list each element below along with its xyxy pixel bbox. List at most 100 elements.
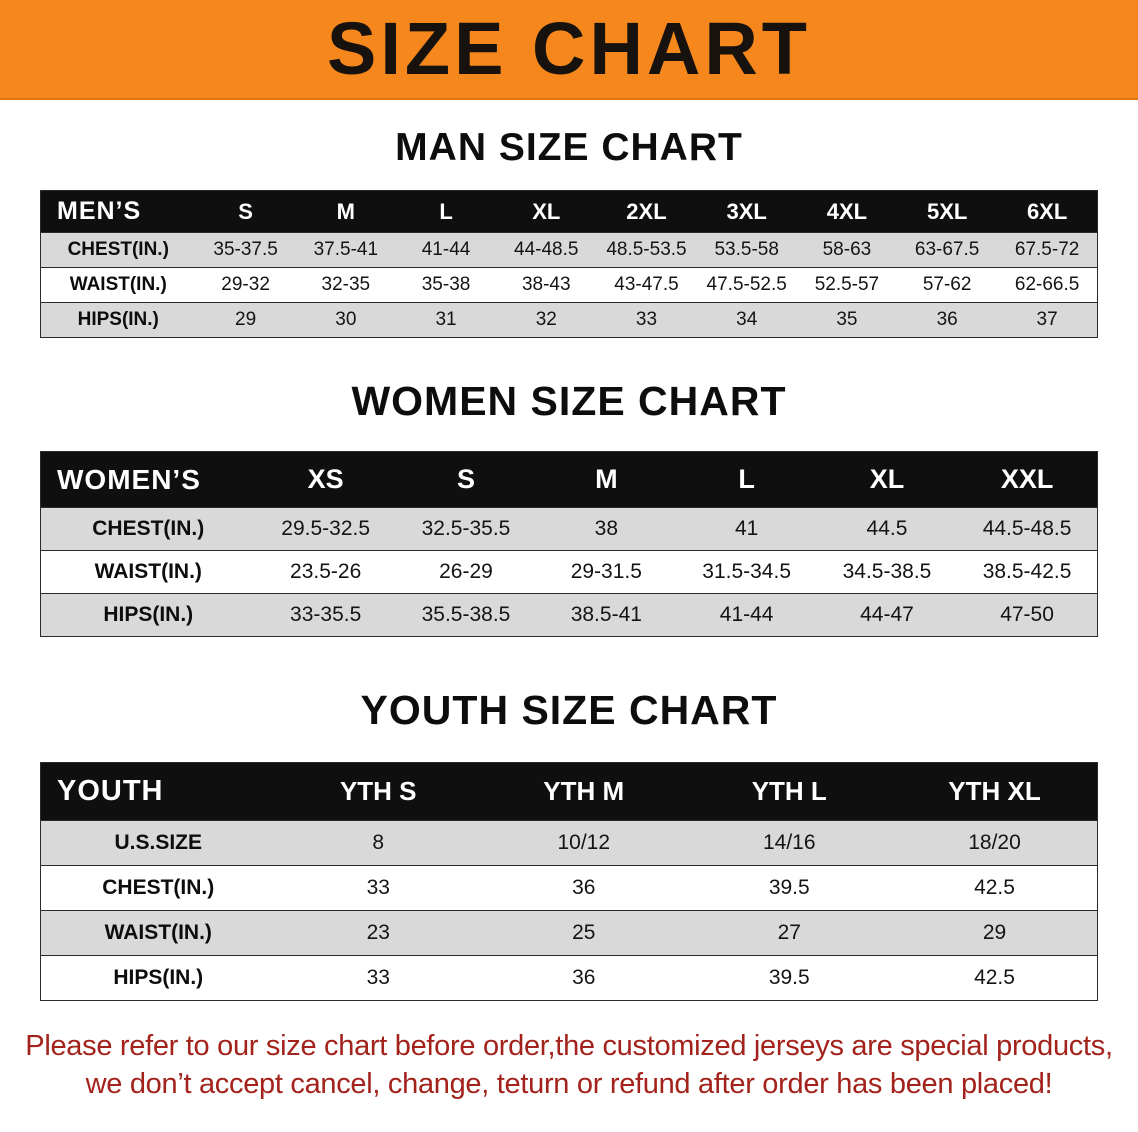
table-row: CHEST(IN.) 35-37.5 37.5-41 41-44 44-48.5 48.5… [40, 232, 1098, 268]
table-row: HIPS(IN.) 33 36 39.5 42.5 [40, 955, 1098, 1001]
value-cell: 34.5-38.5 [816, 550, 958, 594]
size-header-cell: S [195, 190, 296, 233]
value-cell: 44.5-48.5 [957, 507, 1098, 551]
value-cell: 36 [481, 955, 687, 1001]
size-header-cell: YTH M [481, 762, 687, 821]
table-row: U.S.SIZE 8 10/12 14/16 18/20 [40, 820, 1098, 866]
size-header-cell: L [395, 190, 497, 233]
value-cell: 29.5-32.5 [255, 507, 396, 551]
value-cell: 36 [897, 302, 998, 338]
value-cell: 34 [696, 302, 797, 338]
value-cell: 33 [275, 955, 481, 1001]
value-cell: 30 [295, 302, 396, 338]
men-size-section: MAN SIZE CHART MEN’S S M L XL 2XL 3XL 4XL 5XL 6XL… [0, 126, 1138, 338]
table-row: HIPS(IN.) 29 30 31 32 33 34 35 36 37 [40, 302, 1098, 338]
value-cell: 14/16 [686, 820, 892, 866]
value-cell: 31 [395, 302, 497, 338]
table-header-row: YOUTH YTH S YTH M YTH L YTH XL [40, 762, 1098, 821]
value-cell: 32.5-35.5 [395, 507, 537, 551]
value-cell: 53.5-58 [696, 232, 797, 268]
value-cell: 57-62 [897, 267, 998, 303]
value-cell: 63-67.5 [897, 232, 998, 268]
value-cell: 26-29 [395, 550, 537, 594]
row-label-cell: CHEST(IN.) [40, 507, 256, 551]
value-cell: 18/20 [892, 820, 1098, 866]
footer-line-2: we don’t accept cancel, change, teturn o… [85, 1068, 1053, 1101]
table-row: WAIST(IN.) 23.5-26 26-29 29-31.5 31.5-34.5 34… [40, 550, 1098, 594]
value-cell: 39.5 [686, 865, 892, 911]
value-cell: 33 [596, 302, 697, 338]
value-cell: 67.5-72 [997, 232, 1098, 268]
value-cell: 37 [997, 302, 1098, 338]
size-header-cell: XL [496, 190, 597, 233]
value-cell: 27 [686, 910, 892, 956]
value-cell: 44-47 [816, 593, 958, 637]
value-cell: 47-50 [957, 593, 1098, 637]
size-header-cell: XL [816, 451, 958, 508]
value-cell: 29-32 [195, 267, 296, 303]
men-section-heading: MAN SIZE CHART [395, 126, 743, 169]
value-cell: 31.5-34.5 [676, 550, 817, 594]
size-header-cell: YTH S [275, 762, 481, 821]
value-cell: 25 [481, 910, 687, 956]
value-cell: 35 [796, 302, 898, 338]
row-label-cell: CHEST(IN.) [40, 232, 196, 268]
youth-size-table: YOUTH YTH S YTH M YTH L YTH XL U.S.SIZE 8 10/12… [40, 762, 1098, 1001]
value-cell: 8 [275, 820, 481, 866]
value-cell: 47.5-52.5 [696, 267, 797, 303]
value-cell: 23 [275, 910, 481, 956]
value-cell: 42.5 [892, 955, 1098, 1001]
value-cell: 58-63 [796, 232, 898, 268]
value-cell: 38.5-42.5 [957, 550, 1098, 594]
table-row: CHEST(IN.) 29.5-32.5 32.5-35.5 38 41 44.5 44.5… [40, 507, 1098, 551]
size-header-cell: 5XL [897, 190, 998, 233]
size-header-cell: XXL [957, 451, 1098, 508]
table-header-row: WOMEN’S XS S M L XL XXL [40, 451, 1098, 508]
value-cell: 37.5-41 [295, 232, 396, 268]
women-size-table: WOMEN’S XS S M L XL XXL CHEST(IN.) 29.5-32.5 32.5… [40, 451, 1098, 637]
size-header-cell: YTH L [686, 762, 892, 821]
value-cell: 23.5-26 [255, 550, 396, 594]
value-cell: 32-35 [295, 267, 396, 303]
value-cell: 41 [676, 507, 817, 551]
value-cell: 44.5 [816, 507, 958, 551]
women-size-section: WOMEN SIZE CHART WOMEN’S XS S M L XL XXL CHEST(… [0, 378, 1138, 637]
table-title-cell: MEN’S [40, 190, 196, 233]
footer-line-1: Please refer to our size chart before or… [25, 1030, 1113, 1062]
value-cell: 35.5-38.5 [395, 593, 537, 637]
table-row: HIPS(IN.) 33-35.5 35.5-38.5 38.5-41 41-44 44-… [40, 593, 1098, 637]
value-cell: 38 [536, 507, 677, 551]
men-size-table: MEN’S S M L XL 2XL 3XL 4XL 5XL 6XL CHEST(IN.) 35-37… [40, 190, 1098, 338]
row-label-cell: WAIST(IN.) [40, 267, 196, 303]
women-section-heading: WOMEN SIZE CHART [351, 378, 787, 424]
value-cell: 36 [481, 865, 687, 911]
size-header-cell: 6XL [997, 190, 1098, 233]
row-label-cell: CHEST(IN.) [40, 865, 276, 911]
value-cell: 29-31.5 [536, 550, 677, 594]
banner: SIZE CHART [0, 0, 1138, 100]
table-row: CHEST(IN.) 33 36 39.5 42.5 [40, 865, 1098, 911]
value-cell: 35-37.5 [195, 232, 296, 268]
table-title-cell: WOMEN’S [40, 451, 256, 508]
size-header-cell: 4XL [796, 190, 898, 233]
row-label-cell: HIPS(IN.) [40, 302, 196, 338]
table-header-row: MEN’S S M L XL 2XL 3XL 4XL 5XL 6XL [40, 190, 1098, 233]
row-label-cell: WAIST(IN.) [40, 910, 276, 956]
youth-size-section: YOUTH SIZE CHART YOUTH YTH S YTH M YTH L YTH… [0, 687, 1138, 1001]
value-cell: 10/12 [481, 820, 687, 866]
page-title: SIZE CHART [327, 7, 811, 90]
size-header-cell: M [295, 190, 396, 233]
value-cell: 29 [195, 302, 296, 338]
value-cell: 35-38 [395, 267, 497, 303]
value-cell: 48.5-53.5 [596, 232, 697, 268]
value-cell: 44-48.5 [496, 232, 597, 268]
row-label-cell: HIPS(IN.) [40, 955, 276, 1001]
size-header-cell: YTH XL [892, 762, 1098, 821]
size-header-cell: L [676, 451, 817, 508]
table-title-cell: YOUTH [40, 762, 276, 821]
value-cell: 41-44 [676, 593, 817, 637]
value-cell: 38-43 [496, 267, 597, 303]
value-cell: 62-66.5 [997, 267, 1098, 303]
value-cell: 33 [275, 865, 481, 911]
